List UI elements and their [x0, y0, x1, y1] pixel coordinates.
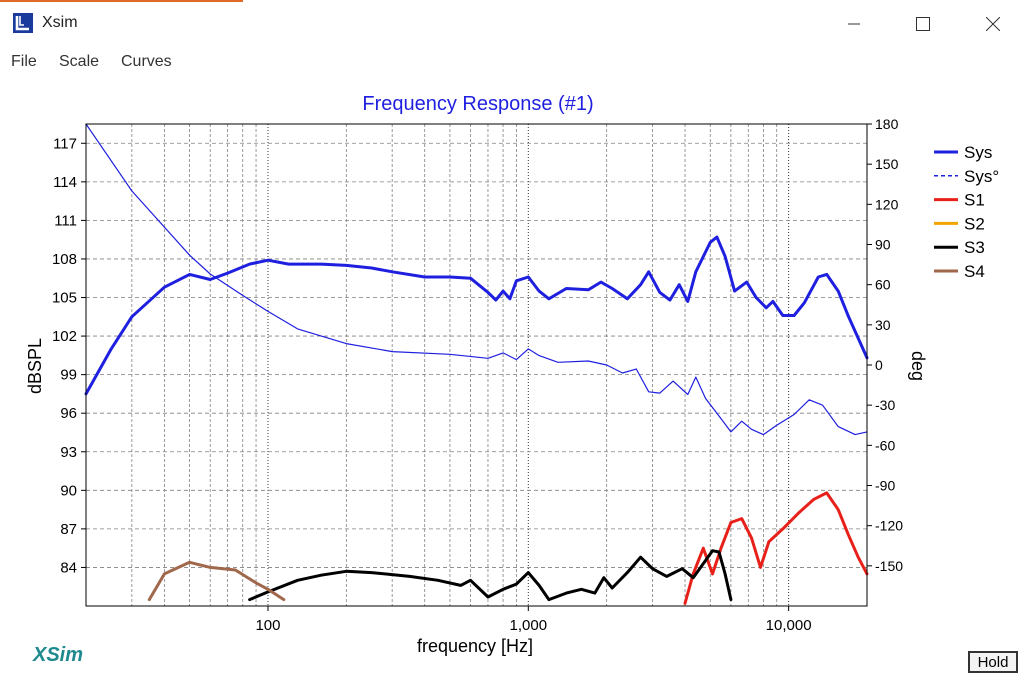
- frequency-response-chart: 84 87 90 93 96 99 102 105 108 111 114 117 -150 -120 -9…: [25, 93, 999, 656]
- y2-tick-label: -30: [875, 397, 895, 413]
- y-tick-label: 99: [60, 367, 77, 384]
- y-tick-label: 96: [60, 405, 77, 422]
- minimize-icon: [848, 23, 860, 25]
- title-bar: Xsim: [0, 0, 1024, 48]
- legend-label-s1: S1: [964, 191, 985, 210]
- x-tick-label: 100: [255, 617, 280, 634]
- window-title: Xsim: [42, 14, 78, 31]
- legend-label-s3: S3: [964, 238, 985, 257]
- close-icon: [986, 17, 1000, 31]
- series-line-s1: [683, 491, 869, 605]
- menu-curves[interactable]: Curves: [121, 53, 172, 70]
- y2-axis-label: deg: [908, 351, 928, 381]
- series-line-s4: [147, 560, 286, 602]
- y-tick-label: 90: [60, 482, 77, 499]
- y2-tick-label: 30: [875, 317, 891, 333]
- y-tick-label: 102: [52, 328, 77, 345]
- y-tick-label: 87: [60, 521, 77, 538]
- minimize-button[interactable]: [831, 0, 877, 48]
- y2-tick-label: 90: [875, 237, 891, 253]
- x-tick-label: 1,000: [510, 617, 548, 634]
- y2-tick-label: 60: [875, 277, 891, 293]
- menu-bar: File Scale Curves: [0, 49, 1024, 75]
- y2-tick-label: 120: [875, 196, 899, 212]
- hold-button[interactable]: Hold: [968, 651, 1018, 673]
- series-line-sys: [84, 235, 869, 396]
- y-tick-label: 117: [53, 135, 77, 152]
- close-button[interactable]: [970, 0, 1016, 48]
- y2-tick-label: 0: [875, 357, 883, 373]
- series-line-sys: [85, 123, 868, 436]
- maximize-button[interactable]: [900, 0, 946, 48]
- y2-tick-label: -90: [875, 478, 895, 494]
- legend-label-sys: Sys: [964, 143, 992, 162]
- y2-tick-label: 150: [875, 156, 899, 172]
- y2-tick-label: -60: [875, 437, 895, 453]
- y-tick-label: 84: [60, 559, 77, 576]
- y2-tick-label: 180: [875, 116, 899, 132]
- menu-file[interactable]: File: [11, 53, 37, 70]
- legend-label-sys: Sys°: [964, 167, 999, 186]
- menu-scale[interactable]: Scale: [59, 53, 100, 70]
- x-axis-label: frequency [Hz]: [417, 636, 533, 656]
- chart-title: Frequency Response (#1): [362, 93, 593, 115]
- y-tick-label: 111: [54, 212, 77, 229]
- y2-tick-label: -150: [875, 558, 903, 574]
- y-axis-label: dBSPL: [25, 338, 45, 394]
- series-line-s3: [248, 549, 733, 602]
- legend-label-s4: S4: [964, 262, 985, 281]
- maximize-icon: [916, 17, 930, 31]
- y-tick-label: 108: [52, 251, 77, 268]
- chart-area: 84 87 90 93 96 99 102 105 108 111 114 117 -150 -120 -9…: [0, 76, 1024, 678]
- y2-tick-label: -120: [875, 518, 903, 534]
- x-tick-label: 10,000: [766, 617, 812, 634]
- plot-frame: [85, 123, 868, 607]
- legend-label-s2: S2: [964, 214, 985, 233]
- y-tick-label: 114: [53, 174, 77, 191]
- title-accent-line: [0, 0, 243, 2]
- xsim-logo: XSim: [33, 644, 84, 666]
- y-tick-label: 105: [52, 290, 77, 307]
- xsim-app-icon: [13, 13, 33, 33]
- y-tick-label: 93: [60, 444, 77, 461]
